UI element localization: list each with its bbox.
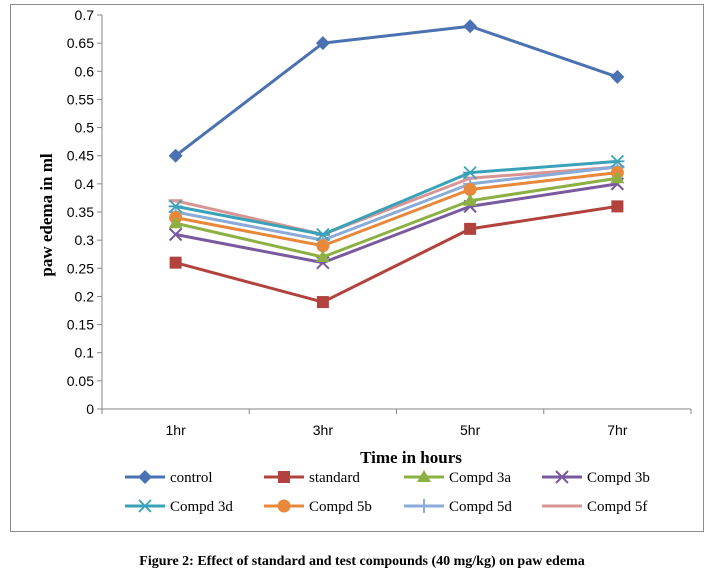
y-tick-label: 0.55 [67,91,94,107]
legend-item: control [125,470,213,486]
legend-label: Compd 5d [449,499,512,515]
series-control [168,19,625,163]
y-tick-label: 0.35 [67,204,94,220]
data-point [610,154,625,168]
series-line [175,171,618,248]
legend-marker [555,470,569,484]
y-tick-labels: 0 0.05 0.1 0.15 0.2 0.25 0.3 0.35 0.4 0.45 0.5 0.55… [67,7,94,417]
y-tick-label: 0.4 [75,176,95,192]
legend-item: Compd 5f [542,499,647,515]
legend-marker [277,499,291,513]
legend-item: Compd 5d [404,499,512,515]
legend-marker [138,470,152,484]
series-line [175,165,618,237]
data-point [610,69,625,84]
y-tick-label: 0.7 [75,7,95,23]
data-point [168,148,183,163]
legend-label: Compd 5f [587,499,647,515]
legend-label: Compd 3b [587,470,650,486]
data-point [168,227,183,242]
x-tick-label: 1hr [166,422,187,438]
data-point [168,199,183,214]
legend-label: standard [309,470,360,486]
data-point [463,19,478,34]
legend-marker [278,471,290,483]
axes [97,14,692,414]
series-line [175,165,618,242]
data-point [316,239,330,253]
y-tick-label: 0.15 [67,317,94,333]
legend-marker [417,470,431,482]
legend-label: Compd 3a [449,470,511,486]
y-tick-label: 0.3 [75,232,95,248]
series-line [175,159,618,237]
y-tick-label: 0.45 [67,148,94,164]
legend-item: Compd 3a [404,470,511,486]
legend-marker [417,499,431,513]
data-point [463,193,478,206]
y-tick-label: 0.05 [67,373,94,389]
data-point [168,216,183,229]
y-tick-label: 0 [86,401,94,417]
legend-label: Compd 5b [309,499,372,515]
data-point [315,227,330,242]
legend-item: Compd 3b [542,470,650,486]
x-tick-label: 3hr [313,422,334,438]
series-compd-3a [168,171,625,263]
y-tick-label: 0.6 [75,63,95,79]
y-tick-label: 0.2 [75,288,95,304]
x-tick-label: 5hr [460,422,481,438]
y-axis-title: paw edema in ml [37,153,56,277]
y-tick-label: 0.1 [75,345,95,361]
series-compd-3d [168,154,625,242]
chart-frame: 0 0.05 0.1 0.15 0.2 0.25 0.3 0.35 0.4 0.45 0.5 0.55… [10,4,704,532]
data-point [316,296,329,309]
series-line [175,204,618,304]
legend-item: Compd 5b [264,499,372,515]
data-point [611,200,624,213]
x-tick-label: 7hr [607,422,628,438]
legend-item: Compd 3d [125,499,233,515]
series-line [174,24,618,157]
data-point [169,256,182,269]
data-point [315,36,330,51]
y-tick-label: 0.5 [75,120,95,136]
series-standard [169,200,624,309]
series-line [175,176,618,259]
legend-marker [138,499,152,513]
data-point [610,171,625,184]
legend-label: Compd 3d [170,499,233,515]
data-point [463,165,478,180]
figure-caption: Figure 2: Effect of standard and test co… [139,554,585,569]
series-line [175,182,618,265]
data-point [315,250,330,263]
legend: control standard Compd 3a Compd 3b Compd 3d C… [125,470,650,515]
line-chart: 0 0.05 0.1 0.15 0.2 0.25 0.3 0.35 0.4 0.45 0.5 0.55… [37,7,692,515]
x-tick-labels: 1hr 3hr 5hr 7hr [166,422,628,438]
y-tick-label: 0.65 [67,35,94,51]
legend-label: control [170,470,213,486]
x-axis-title: Time in hours [360,448,462,467]
series-lines [168,19,625,309]
legend-item: standard [264,470,360,486]
data-point [463,182,477,196]
data-point [464,222,477,235]
y-tick-label: 0.25 [67,260,94,276]
series-compd-5b [169,166,624,253]
